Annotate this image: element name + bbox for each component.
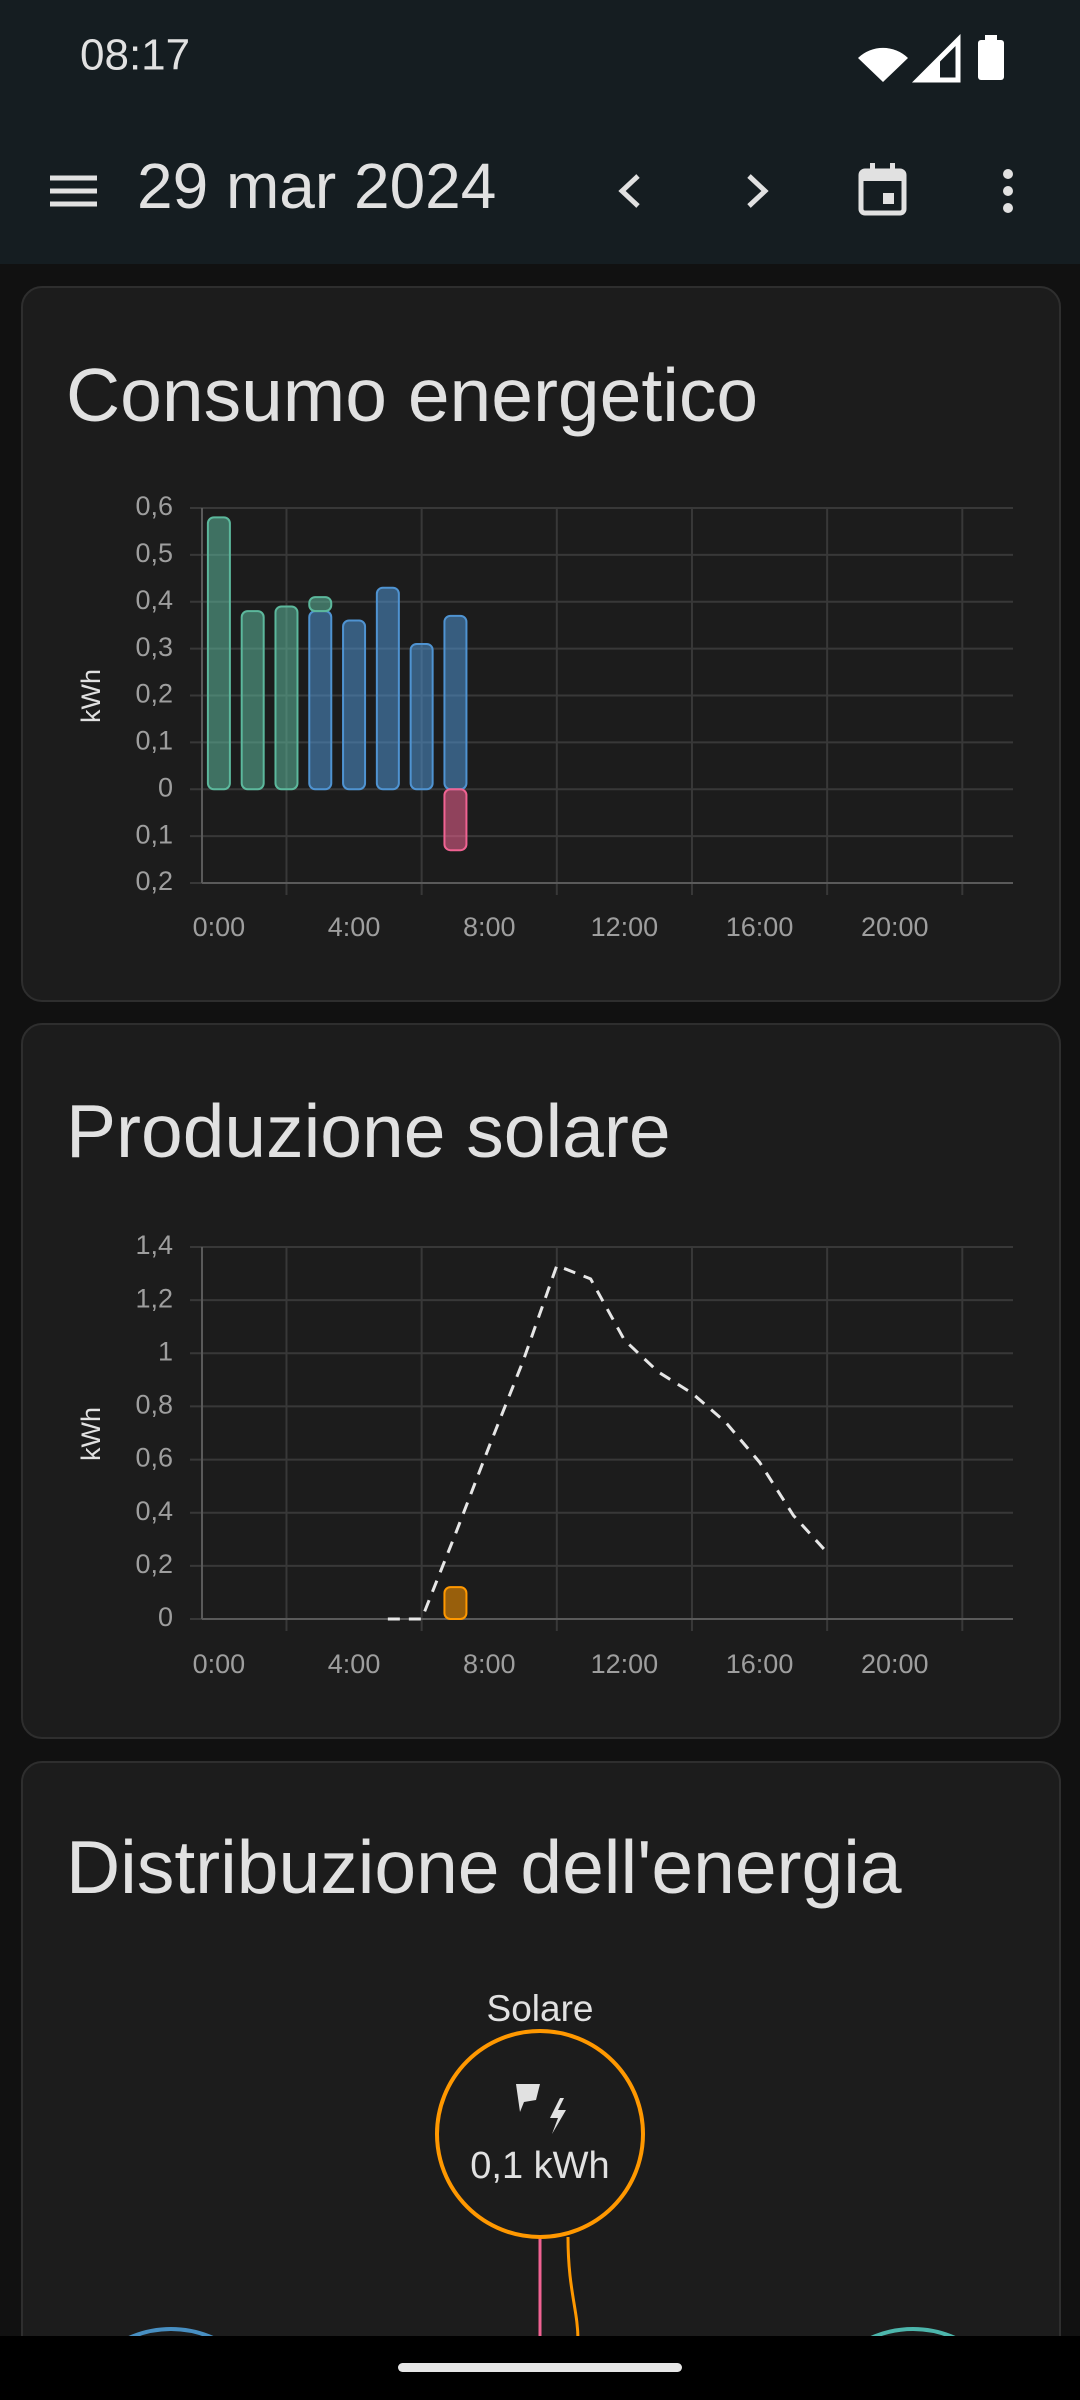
header-date: 29 mar 2024	[137, 150, 496, 222]
y-tick-label: 0,2	[135, 866, 173, 896]
y-tick-label: 0,2	[135, 1549, 173, 1579]
x-tick-label: 12:00	[591, 1649, 659, 1679]
grid-node[interactable]	[68, 2327, 274, 2400]
x-tick-label: 20:00	[861, 1649, 929, 1679]
battery-tip	[985, 35, 997, 41]
signal-fill	[918, 58, 940, 80]
line	[387, 1264, 829, 1621]
y-tick-label: 0,8	[135, 1390, 173, 1420]
solar-icon	[516, 2084, 566, 2134]
x-tick-label: 8:00	[463, 1649, 516, 1679]
battery-icon	[978, 40, 1004, 80]
y-tick-label: 0,1	[135, 819, 173, 849]
card	[21, 1023, 1061, 1739]
x-tick-label: 0:00	[193, 912, 246, 942]
bar	[409, 642, 434, 791]
card-title: Produzione solare	[66, 1089, 671, 1173]
status-icons	[858, 33, 1004, 83]
y-tick-label: 1,4	[135, 1230, 173, 1260]
bar	[342, 619, 367, 791]
app-bar	[0, 0, 1080, 264]
bar	[308, 610, 333, 791]
x-tick-label: 4:00	[328, 912, 381, 942]
y-axis-label: kWh	[76, 669, 106, 723]
x-tick-label: 16:00	[726, 912, 794, 942]
bar	[206, 516, 231, 791]
x-tick-label: 16:00	[726, 1649, 794, 1679]
y-tick-label: 1	[158, 1336, 173, 1366]
status-time: 08:17	[80, 31, 190, 80]
x-tick-label: 12:00	[591, 912, 659, 942]
home-handle[interactable]	[398, 2363, 682, 2372]
y-tick-label: 0,1	[135, 726, 173, 756]
flow-line	[566, 2236, 580, 2341]
y-tick-label: 0,5	[135, 538, 173, 568]
next-button[interactable]	[747, 174, 769, 208]
y-tick-label: 0,2	[135, 679, 173, 709]
y-tick-label: 0,6	[135, 491, 173, 521]
y-tick-label: 0	[158, 772, 173, 802]
bar	[375, 586, 400, 791]
more-button[interactable]	[1003, 169, 1013, 213]
calendar-button[interactable]	[858, 163, 907, 216]
bar	[274, 605, 299, 791]
card	[21, 1761, 1061, 2400]
y-tick-label: 0,6	[135, 1443, 173, 1473]
x-tick-label: 8:00	[463, 912, 516, 942]
bar	[443, 1586, 468, 1620]
solar-label: Solare	[487, 1988, 594, 2029]
prev-button[interactable]	[618, 174, 640, 208]
y-tick-label: 0,4	[135, 585, 173, 615]
y-tick-label: 0,3	[135, 632, 173, 662]
menu-button[interactable]	[50, 175, 97, 207]
bar	[308, 596, 333, 613]
card	[21, 286, 1061, 1002]
solar-node[interactable]	[435, 2029, 645, 2239]
x-tick-label: 0:00	[193, 1649, 246, 1679]
bar	[443, 788, 468, 852]
y-axis-label: kWh	[76, 1407, 106, 1461]
home-node[interactable]	[810, 2327, 1016, 2400]
y-tick-label: 1,2	[135, 1283, 173, 1313]
card-title: Consumo energetico	[66, 353, 758, 437]
y-tick-label: 0	[158, 1602, 173, 1632]
x-tick-label: 4:00	[328, 1649, 381, 1679]
x-tick-label: 20:00	[861, 912, 929, 942]
card-title: Distribuzione dell'energia	[66, 1825, 902, 1909]
y-tick-label: 0,4	[135, 1496, 173, 1526]
solar-value: 0,1 kWh	[470, 2145, 609, 2187]
bar	[443, 614, 468, 791]
bar	[240, 610, 265, 791]
wifi-icon	[858, 47, 908, 82]
